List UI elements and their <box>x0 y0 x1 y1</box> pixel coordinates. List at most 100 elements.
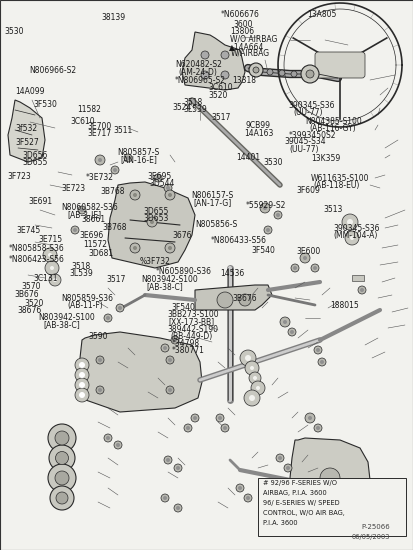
Text: 188015: 188015 <box>330 301 359 310</box>
Text: 3520: 3520 <box>209 91 228 100</box>
Circle shape <box>193 416 197 420</box>
Text: 3517: 3517 <box>107 275 126 284</box>
Text: 3F530: 3F530 <box>34 100 58 109</box>
Text: N804385-S100: N804385-S100 <box>306 117 362 125</box>
Circle shape <box>174 464 182 472</box>
Circle shape <box>238 486 242 490</box>
Circle shape <box>164 184 172 192</box>
Circle shape <box>130 190 140 200</box>
Text: 3590: 3590 <box>89 332 108 340</box>
Text: 3E695: 3E695 <box>148 172 172 181</box>
Circle shape <box>130 243 140 253</box>
Text: 3600: 3600 <box>233 20 253 29</box>
Text: 3BB273-S100: 3BB273-S100 <box>167 310 219 319</box>
Circle shape <box>50 486 74 510</box>
Circle shape <box>111 166 119 174</box>
Circle shape <box>171 336 179 344</box>
Circle shape <box>43 248 57 262</box>
Text: N805859-S36: N805859-S36 <box>61 294 113 303</box>
Circle shape <box>264 226 272 234</box>
Circle shape <box>150 220 154 224</box>
Circle shape <box>45 261 59 275</box>
Circle shape <box>201 71 209 79</box>
Circle shape <box>288 328 296 336</box>
Text: 3F527: 3F527 <box>16 138 40 147</box>
Circle shape <box>163 346 167 350</box>
Circle shape <box>305 413 315 423</box>
Text: 38139: 38139 <box>101 13 125 22</box>
Text: 06/05/2003: 06/05/2003 <box>351 534 390 540</box>
Circle shape <box>263 206 267 210</box>
Circle shape <box>239 294 251 306</box>
Text: 14A099: 14A099 <box>16 87 45 96</box>
Text: (UU-77): (UU-77) <box>293 108 323 117</box>
Circle shape <box>191 414 199 422</box>
Circle shape <box>161 494 169 502</box>
Text: [AN-16-E]: [AN-16-E] <box>121 156 157 164</box>
Circle shape <box>174 504 182 512</box>
Circle shape <box>278 456 282 460</box>
Circle shape <box>186 426 190 430</box>
Text: 14401: 14401 <box>236 153 260 162</box>
Text: 3E700: 3E700 <box>88 122 112 131</box>
Text: 3D681: 3D681 <box>89 249 114 257</box>
Circle shape <box>75 358 89 372</box>
Text: 14536: 14536 <box>220 269 244 278</box>
Circle shape <box>173 338 177 342</box>
Circle shape <box>75 368 89 382</box>
Circle shape <box>284 464 292 472</box>
Circle shape <box>168 388 172 392</box>
Text: *N805858-S36: *N805858-S36 <box>9 244 65 253</box>
Text: *55929-S2: *55929-S2 <box>246 201 286 210</box>
Text: W/O AIRBAG: W/O AIRBAG <box>230 35 278 43</box>
Circle shape <box>320 468 340 488</box>
Bar <box>258 478 406 536</box>
Circle shape <box>316 426 320 430</box>
Circle shape <box>350 236 354 240</box>
Text: 13806: 13806 <box>230 28 254 36</box>
Text: (AB-11-F): (AB-11-F) <box>67 301 103 310</box>
Text: 3L539: 3L539 <box>184 106 208 114</box>
Text: 3E717: 3E717 <box>88 129 112 138</box>
Circle shape <box>250 366 254 370</box>
Text: 3E745: 3E745 <box>17 226 41 235</box>
Text: 3F540: 3F540 <box>171 303 195 312</box>
Circle shape <box>79 392 85 398</box>
Circle shape <box>280 317 290 327</box>
Circle shape <box>293 266 297 270</box>
Text: [AN-17-G]: [AN-17-G] <box>193 198 232 207</box>
Text: 389442-S190: 389442-S190 <box>167 325 218 334</box>
Circle shape <box>165 243 175 253</box>
Text: 3f532: 3f532 <box>16 124 38 133</box>
Circle shape <box>168 193 172 197</box>
Circle shape <box>320 360 324 364</box>
Circle shape <box>266 228 270 232</box>
Text: [AB-38-C]: [AB-38-C] <box>43 321 80 329</box>
Text: 3530: 3530 <box>4 27 24 36</box>
Circle shape <box>313 266 317 270</box>
Circle shape <box>104 434 112 442</box>
Circle shape <box>311 504 319 512</box>
Circle shape <box>201 51 209 59</box>
Circle shape <box>218 416 222 420</box>
Circle shape <box>56 492 68 504</box>
Text: 13A805: 13A805 <box>308 10 337 19</box>
Circle shape <box>223 426 227 430</box>
Text: *N806965-S2: *N806965-S2 <box>174 76 225 85</box>
Text: N803942-S100: N803942-S100 <box>141 276 198 284</box>
Circle shape <box>98 358 102 362</box>
Circle shape <box>290 330 294 334</box>
Circle shape <box>245 361 259 375</box>
Circle shape <box>246 496 250 500</box>
Circle shape <box>301 65 319 83</box>
Circle shape <box>79 372 85 378</box>
Text: N806966-S2: N806966-S2 <box>30 66 77 75</box>
Circle shape <box>96 356 104 364</box>
Circle shape <box>221 71 229 79</box>
Circle shape <box>106 316 110 320</box>
Circle shape <box>133 193 137 197</box>
Circle shape <box>303 256 307 260</box>
Text: N805857-S: N805857-S <box>118 148 160 157</box>
Text: 38661: 38661 <box>82 216 106 224</box>
Text: *N806423-S56: *N806423-S56 <box>9 255 65 264</box>
